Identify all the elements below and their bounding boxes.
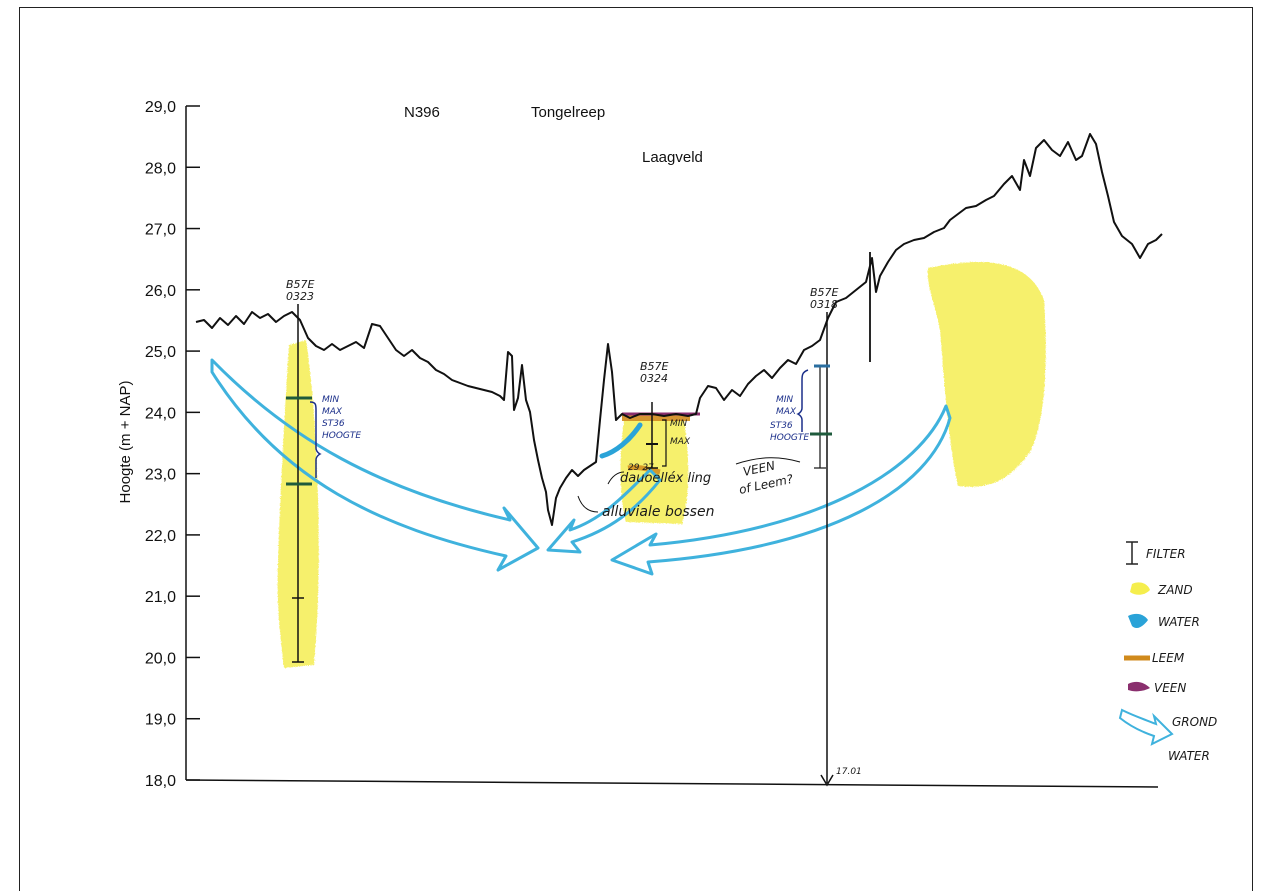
borehole-0323: B57E 0323 MIN MAX ST36 HOOGTE	[286, 278, 361, 663]
annotation-dekzand: dauoelléx ling	[620, 471, 711, 486]
borehole-0324-id2: 0324	[640, 372, 668, 385]
annotations: dauoelléx ling alluviale bossen VEEN of …	[577, 457, 801, 520]
legend-zand: ZAND	[1130, 582, 1193, 597]
legend-groundwater: GROND WATER	[1118, 708, 1217, 763]
y-tick-label: 22,0	[145, 528, 176, 545]
y-tick-label: 25,0	[145, 344, 176, 361]
label-laagveld: Laagveld	[642, 149, 703, 166]
veen-swatch	[1128, 681, 1150, 692]
filter-hoogte-0323: HOOGTE	[322, 431, 361, 441]
borehole-0323-id1: B57E	[286, 278, 315, 291]
annotation-alluvial: alluviale bossen	[602, 504, 714, 520]
leem-spot	[627, 465, 661, 475]
borehole-0318-bottom: 17.01	[836, 767, 862, 777]
filter-min-0323: MIN	[322, 395, 339, 405]
boreholes: B57E 0323 MIN MAX ST36 HOOGTE B57E 0324 …	[286, 278, 862, 787]
filter-max-0318: MAX	[776, 407, 797, 417]
legend-filter: FILTER	[1126, 541, 1186, 565]
y-axis-label: Hoogte (m + NAP)	[117, 381, 134, 504]
legend-zand-label: ZAND	[1157, 583, 1193, 597]
sand-deposits	[277, 261, 1046, 668]
y-tick-label: 18,0	[145, 773, 176, 790]
legend-water: WATER	[1128, 613, 1200, 629]
borehole-0318: B57E 0318 17.01 MIN MAX ST36 HOOGTE	[770, 286, 862, 787]
leem-band	[622, 413, 690, 421]
borehole-0318-id1: B57E	[810, 286, 839, 299]
legend-leem: LEEM	[1124, 651, 1185, 665]
filter-min-0324: MIN	[670, 419, 687, 429]
filter-hoogte-0318: HOOGTE	[770, 433, 809, 443]
y-tick-label: 21,0	[145, 589, 176, 606]
terrain-profile	[195, 133, 1163, 526]
legend-leem-label: LEEM	[1152, 651, 1185, 665]
water-seep-0324	[599, 422, 643, 459]
water-swatch	[1128, 613, 1148, 628]
groundwater-arrow-mid	[546, 468, 662, 554]
groundwater-arrow-right	[610, 404, 952, 576]
y-tick-label: 19,0	[145, 712, 176, 729]
filter-max-0323: MAX	[322, 407, 343, 417]
legend-groundwater-label2: WATER	[1168, 749, 1210, 763]
groundwater-arrow-left	[210, 358, 540, 572]
y-tick-label: 24,0	[145, 405, 176, 422]
legend-groundwater-label: GROND	[1172, 715, 1217, 729]
label-n396: N396	[404, 104, 440, 121]
filter-max-0324: MAX	[670, 437, 691, 447]
y-tick-label: 20,0	[145, 650, 176, 667]
filter-stijg-0318: ST36	[770, 421, 793, 431]
y-tick-label: 29,0	[145, 99, 176, 116]
baseline	[185, 779, 1159, 788]
groundwater-arrow-icon	[1118, 708, 1174, 746]
groundwater-arrows	[210, 358, 952, 576]
filter-icon	[1126, 541, 1138, 565]
y-axis: 29,0 28,0 27,0 26,0 25,0 24,0 23,0 22,0 21,0 20,0…	[117, 99, 200, 790]
borehole-0324-note: 29 27	[628, 463, 654, 473]
filter-min-0318: MIN	[776, 395, 793, 405]
leem-veen-layers	[622, 412, 700, 475]
sand-area-right	[927, 261, 1046, 487]
y-tick-label: 27,0	[145, 222, 176, 239]
legend-water-label: WATER	[1158, 615, 1200, 629]
legend-filter-label: FILTER	[1146, 547, 1186, 561]
borehole-0324: B57E 0324 MIN MAX 29 27	[628, 360, 691, 473]
annotation-veen-1: VEEN	[742, 459, 777, 479]
y-tick-label: 26,0	[145, 283, 176, 300]
borehole-0318-id2: 0318	[810, 298, 838, 311]
label-tongelreep: Tongelreep	[531, 104, 605, 121]
zand-swatch	[1130, 582, 1150, 595]
borehole-0324-id1: B57E	[640, 360, 669, 373]
filter-stijg-0323: ST36	[322, 419, 345, 429]
y-tick-label: 28,0	[145, 160, 176, 177]
borehole-0323-id2: 0323	[286, 290, 314, 303]
legend-veen-label: VEEN	[1154, 681, 1186, 695]
legend: FILTER ZAND WATER LEEM VEEN GROND WATER	[1118, 541, 1217, 763]
y-tick-label: 23,0	[145, 467, 176, 484]
legend-veen: VEEN	[1128, 681, 1186, 695]
